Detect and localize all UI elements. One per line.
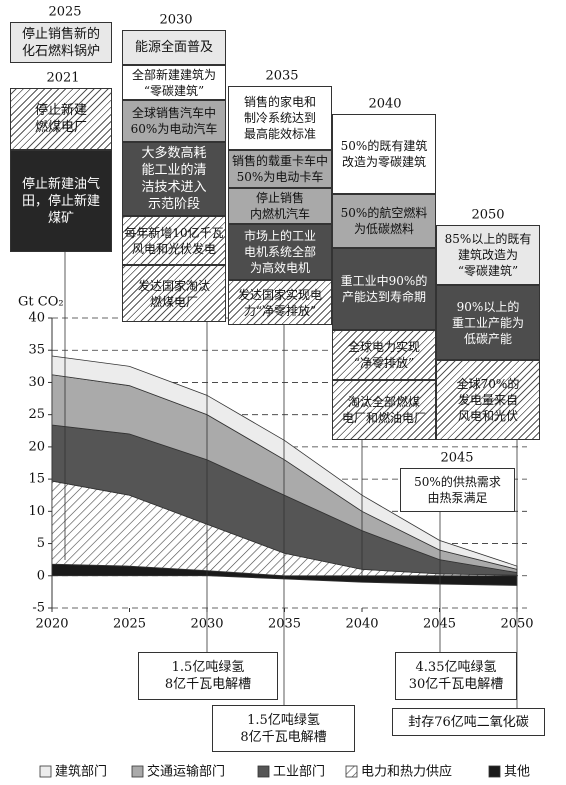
year-label: 2030 [159, 13, 192, 28]
legend-label: 建筑部门 [55, 764, 107, 780]
milestone-box: 停止新建油气 田，停止新建 煤矿 [10, 150, 112, 252]
milestone-box: 停止销售 内燃机汽车 [228, 188, 332, 224]
year-label: 2025 [48, 5, 81, 20]
y-tick-label: 30 [28, 375, 45, 390]
milestone-box: 1.5亿吨绿氢 8亿千瓦电解槽 [138, 652, 278, 700]
legend-swatch [345, 765, 358, 778]
milestone-box: 大多数高耗 能工业的清 洁技术进入 示范阶段 [122, 142, 226, 216]
milestone-box: 全球销售汽车中 60%为电动汽车 [122, 100, 226, 142]
milestone-box: 重工业中90%的 产能达到寿命期 [332, 248, 436, 330]
milestone-box: 能源全面普及 [122, 30, 226, 65]
milestone-box: 全部新建建筑为 “零碳建筑” [122, 65, 226, 100]
milestone-box: 封存76亿吨二氧化碳 [392, 708, 545, 736]
milestone-box: 销售的载重卡车中 50%为电动卡车 [228, 150, 332, 188]
legend-swatch [257, 765, 270, 778]
legend-label: 交通运输部门 [147, 764, 225, 780]
milestone-box: 市场上的工业 电机系统全部 为高效电机 [228, 224, 332, 280]
milestone-box: 发达国家淘汰 燃煤电厂 [122, 265, 226, 322]
x-tick-label: 2040 [345, 617, 378, 632]
y-tick-label: 5 [37, 536, 45, 551]
year-label: 2021 [46, 71, 79, 86]
x-tick-label: 2045 [423, 617, 456, 632]
y-tick-label: 15 [28, 472, 45, 487]
legend-label: 电力和热力供应 [361, 764, 452, 780]
milestone-box: 全球70%的 发电量来自 风电和光伏 [436, 360, 540, 440]
milestone-box: 90%以上的 重工业产能为 低碳产能 [436, 285, 540, 360]
y-tick-label: 0 [37, 568, 45, 583]
milestone-box: 发达国家实现电 力“净零排放” [228, 280, 332, 325]
x-tick-label: 2035 [268, 617, 301, 632]
milestone-box: 4.35亿吨绿氢 30亿千瓦电解槽 [395, 652, 517, 700]
legend-label: 工业部门 [273, 765, 325, 780]
legend-swatch [39, 765, 52, 778]
milestone-box: 销售的家电和 制冷系统达到 最高能效标准 [228, 86, 332, 150]
milestone-box: 1.5亿吨绿氢 8亿千瓦电解槽 [212, 705, 355, 752]
milestone-box: 每年新增10亿千瓦 风电和光伏发电 [122, 216, 226, 265]
milestone-box: 停止新建 燃煤电厂 [10, 88, 112, 150]
y-axis-label: Gt CO₂ [18, 295, 64, 310]
y-tick-label: 25 [28, 407, 45, 422]
milestone-box: 50%的既有建筑 改造为零碳建筑 [332, 114, 436, 194]
x-tick-label: 2020 [35, 617, 68, 632]
x-tick-label: 2025 [113, 617, 146, 632]
milestone-box: 全球电力实现 “净零排放” [332, 330, 436, 380]
year-label: 2035 [265, 69, 298, 84]
milestone-box: 淘汰全部燃煤 电厂和燃油电厂 [332, 380, 436, 440]
year-label: 2045 [440, 451, 473, 466]
milestone-box: 停止销售新的 化石燃料锅炉 [10, 22, 112, 63]
milestone-box: 50%的航空燃料 为低碳燃料 [332, 194, 436, 248]
year-label: 2040 [368, 97, 401, 112]
y-tick-label: 40 [28, 311, 45, 326]
milestone-box: 50%的供热需求 由热泵满足 [400, 468, 515, 512]
y-tick-label: 35 [28, 343, 45, 358]
y-tick-label: 10 [28, 504, 45, 519]
y-tick-label: -5 [32, 601, 45, 616]
legend-swatch [131, 765, 144, 778]
legend-label: 其他 [504, 765, 530, 780]
year-label: 2050 [471, 208, 504, 223]
milestone-box: 85%以上的既有 建筑改造为 “零碳建筑” [436, 225, 540, 285]
y-tick-label: 20 [28, 439, 45, 454]
legend-swatch [488, 765, 501, 778]
